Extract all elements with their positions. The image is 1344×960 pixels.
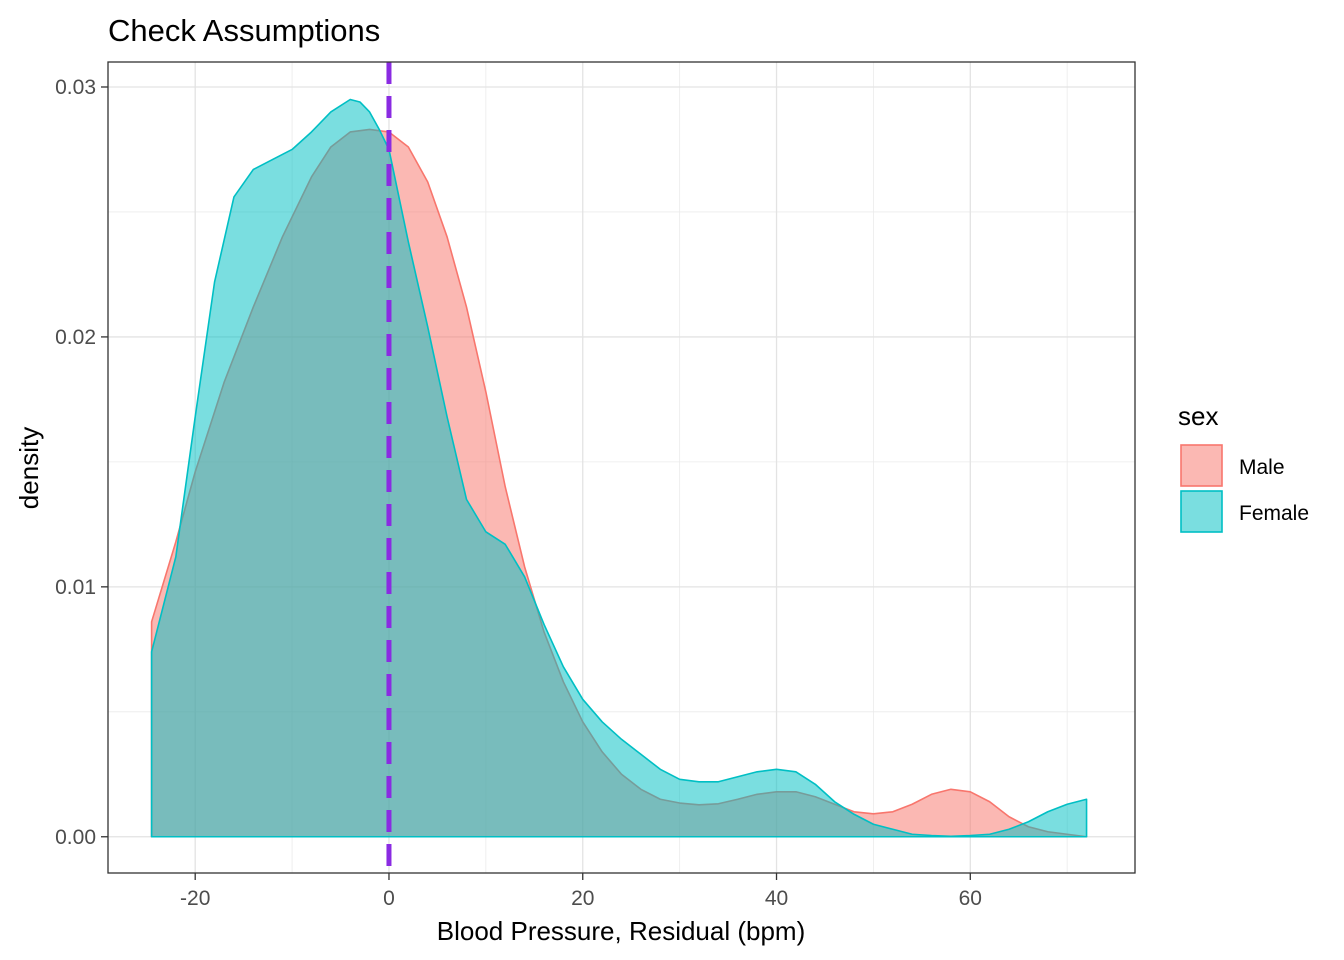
y-tick-label: 0.02 — [55, 326, 96, 349]
legend: sex Male Female — [1178, 401, 1309, 533]
legend-key-male — [1180, 444, 1223, 487]
legend-label-male: Male — [1239, 456, 1285, 479]
x-tick-label: 0 — [383, 887, 395, 910]
panel-border — [107, 61, 1136, 874]
x-tick-label: 40 — [765, 887, 788, 910]
x-tick-label: 60 — [959, 887, 982, 910]
density-area-female — [150, 98, 1088, 838]
legend-key-female — [1180, 490, 1223, 533]
y-tick-label: 0.00 — [55, 826, 96, 849]
density-areas — [150, 98, 1088, 838]
x-tick-label: -20 — [180, 887, 210, 910]
y-tick-label: 0.01 — [55, 576, 96, 599]
legend-label-female: Female — [1239, 502, 1309, 525]
y-axis-label: density — [14, 427, 44, 509]
chart-title: Check Assumptions — [108, 13, 380, 48]
y-tick-label: 0.03 — [55, 76, 96, 99]
legend-title: sex — [1178, 401, 1218, 431]
x-tick-label: 20 — [571, 887, 594, 910]
x-axis-label: Blood Pressure, Residual (bpm) — [437, 916, 806, 946]
axes: -20 0 20 40 60 0.00 0.01 0.02 0.03 — [55, 76, 982, 910]
